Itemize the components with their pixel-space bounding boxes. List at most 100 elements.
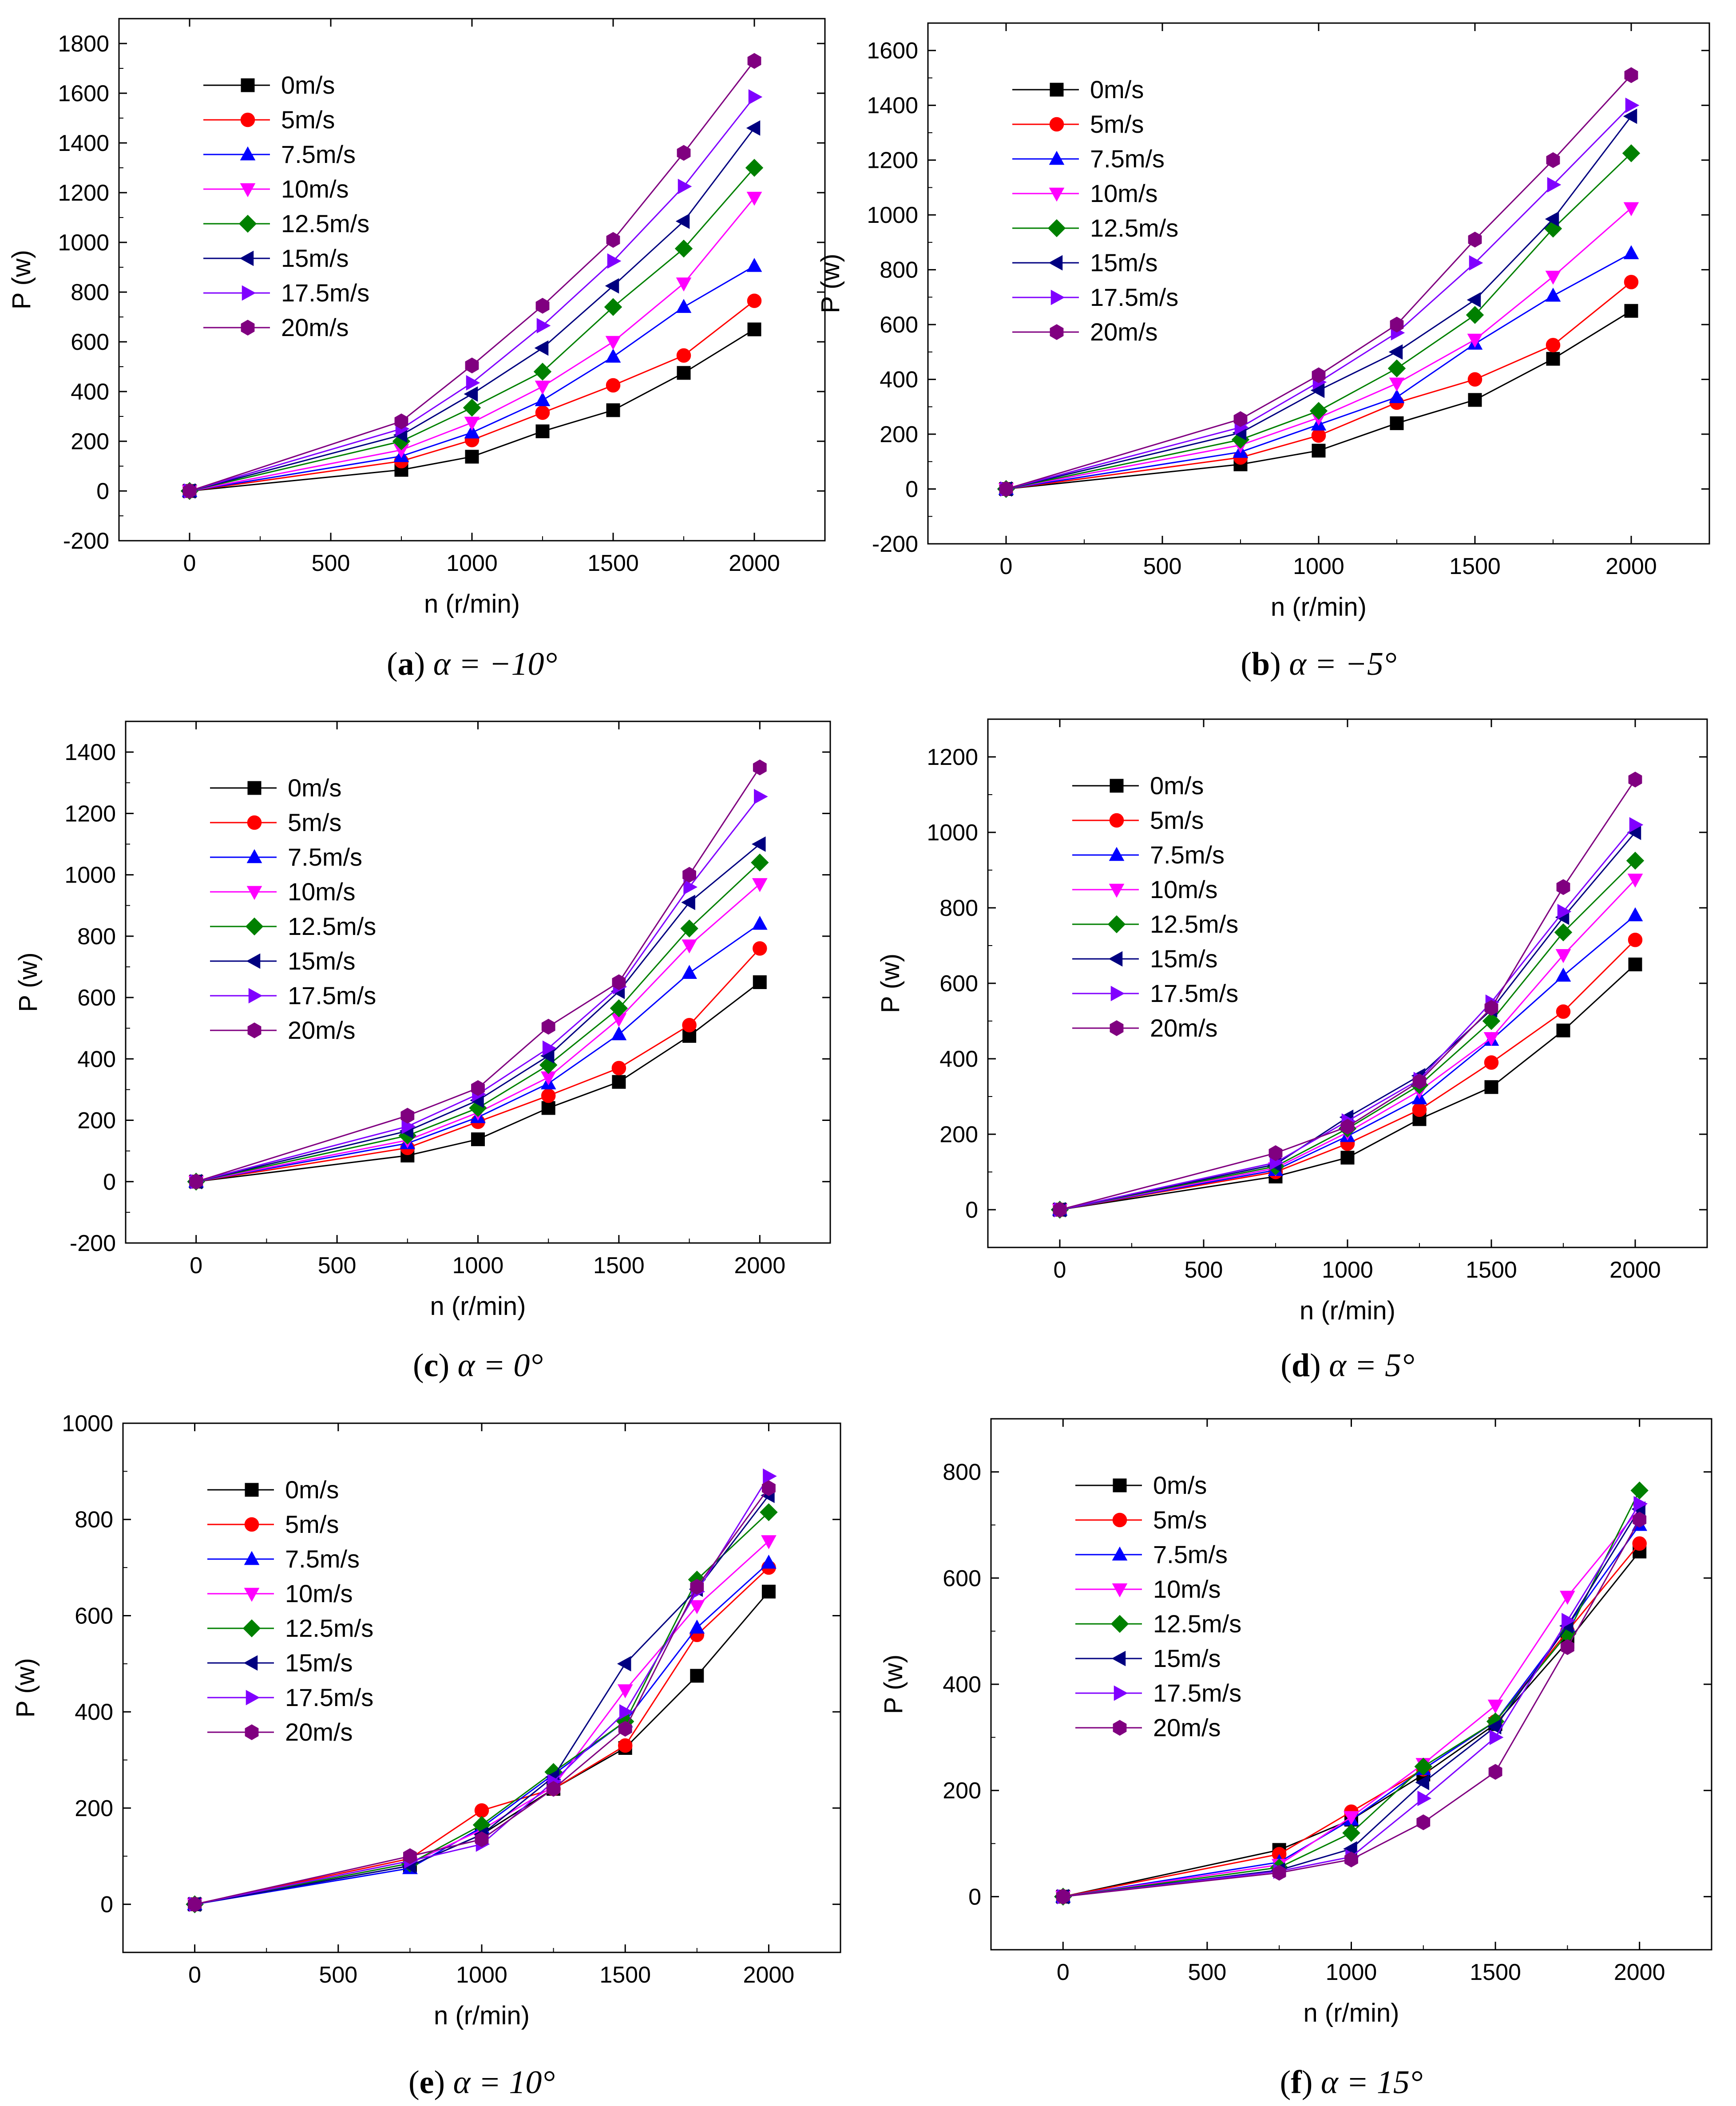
x-tick-label: 1000	[452, 1253, 504, 1279]
x-axis-label: n (r/min)	[424, 590, 520, 618]
data-point	[762, 1480, 776, 1496]
legend-label: 15m/s	[288, 947, 356, 975]
data-point	[747, 322, 761, 336]
legend-marker	[1109, 813, 1124, 828]
data-point	[474, 1803, 489, 1818]
legend-label: 17.5m/s	[1153, 1679, 1241, 1707]
caption-letter: d	[1292, 1347, 1310, 1384]
data-point	[1489, 1730, 1504, 1745]
data-point	[617, 1656, 631, 1672]
x-tick-label: 1500	[587, 550, 639, 576]
data-point	[1546, 152, 1560, 168]
data-point	[674, 239, 693, 258]
legend-label: 5m/s	[285, 1510, 339, 1538]
legend-label: 10m/s	[1090, 179, 1158, 207]
data-point	[1545, 287, 1561, 302]
x-tick-label: 1000	[446, 550, 498, 576]
legend-label: 0m/s	[1090, 75, 1144, 103]
legend-label: 20m/s	[288, 1016, 356, 1044]
data-point	[1554, 923, 1573, 942]
y-tick-label: 0	[103, 1169, 116, 1195]
data-point	[760, 1503, 778, 1521]
caption-text: α = −5°	[1281, 646, 1397, 682]
caption-paren-open: (	[1241, 646, 1252, 682]
y-axis-label: P (w)	[879, 1655, 908, 1714]
x-tick-label: 1500	[1449, 554, 1501, 579]
data-point	[617, 1684, 633, 1698]
data-point	[475, 1831, 489, 1848]
data-point	[999, 481, 1013, 497]
caption-letter: c	[424, 1347, 439, 1384]
series-line-5m/s	[194, 1567, 769, 1905]
legend-label: 12.5m/s	[281, 210, 369, 238]
y-tick-label: 1400	[867, 93, 918, 119]
data-point	[676, 299, 692, 313]
series-line-15m/s	[196, 843, 761, 1183]
data-point	[1555, 967, 1571, 982]
legend-marker	[1112, 1512, 1127, 1528]
y-tick-label: 600	[943, 1566, 981, 1591]
panel-caption: (a) α = −10°	[387, 646, 557, 682]
legend-label: 10m/s	[285, 1580, 353, 1607]
data-point	[682, 867, 696, 883]
data-point	[761, 1584, 776, 1599]
data-point	[681, 895, 695, 910]
data-point	[394, 413, 408, 430]
legend-marker	[1113, 1720, 1127, 1736]
data-point	[464, 386, 478, 402]
caption-paren-close: )	[438, 1347, 449, 1384]
data-point	[611, 1061, 626, 1076]
x-tick-label: 2000	[729, 550, 780, 576]
data-point	[1627, 874, 1643, 888]
data-point	[1415, 1774, 1430, 1790]
y-tick-label: 1000	[58, 230, 109, 256]
data-point	[1312, 443, 1326, 458]
legend-label: 12.5m/s	[1150, 910, 1238, 938]
legend-label: 5m/s	[281, 106, 335, 134]
y-tick-label: 200	[880, 422, 918, 447]
legend-label: 0m/s	[288, 774, 341, 802]
x-tick-label: 1000	[1326, 1960, 1377, 1985]
x-tick-label: 500	[312, 550, 350, 576]
legend-label: 0m/s	[1150, 772, 1204, 800]
y-axis-label: P (w)	[14, 952, 43, 1012]
x-tick-label: 1500	[1466, 1257, 1517, 1283]
x-axis-label: n (r/min)	[1304, 1999, 1399, 2027]
data-point	[676, 348, 691, 363]
legend-marker	[1050, 83, 1064, 97]
data-point	[678, 178, 692, 194]
caption-text: α = 10°	[445, 2064, 555, 2101]
data-point	[605, 348, 621, 363]
y-tick-label: 600	[71, 329, 109, 355]
legend-marker	[244, 1551, 260, 1565]
data-point	[1556, 879, 1570, 895]
data-point	[1632, 1536, 1647, 1551]
y-tick-label: 1000	[867, 202, 918, 228]
data-point	[542, 1040, 557, 1056]
legend-marker	[244, 1517, 259, 1532]
y-tick-label: 400	[943, 1672, 981, 1698]
data-point	[1272, 1865, 1286, 1881]
data-point	[1466, 292, 1481, 308]
legend-marker	[1110, 779, 1124, 793]
data-point	[1624, 275, 1639, 289]
legend-label: 17.5m/s	[285, 1683, 373, 1711]
caption-text: α = 5°	[1321, 1347, 1415, 1384]
data-point	[1556, 1004, 1571, 1019]
y-tick-label: 1000	[64, 863, 116, 888]
data-point	[1482, 1012, 1501, 1030]
data-point	[611, 1026, 627, 1041]
x-tick-label: 0	[188, 1962, 201, 1988]
x-tick-label: 500	[318, 1253, 357, 1279]
data-point	[747, 293, 762, 308]
data-point	[746, 191, 762, 206]
data-point	[606, 403, 620, 417]
data-point	[690, 1669, 704, 1683]
legend-label: 7.5m/s	[281, 140, 356, 168]
data-point	[761, 1535, 777, 1549]
y-tick-label: 600	[77, 985, 116, 1011]
series-line-0m/s	[194, 1591, 769, 1905]
data-point	[1416, 1814, 1431, 1830]
legend-marker	[247, 815, 262, 830]
data-point	[1487, 1719, 1502, 1735]
